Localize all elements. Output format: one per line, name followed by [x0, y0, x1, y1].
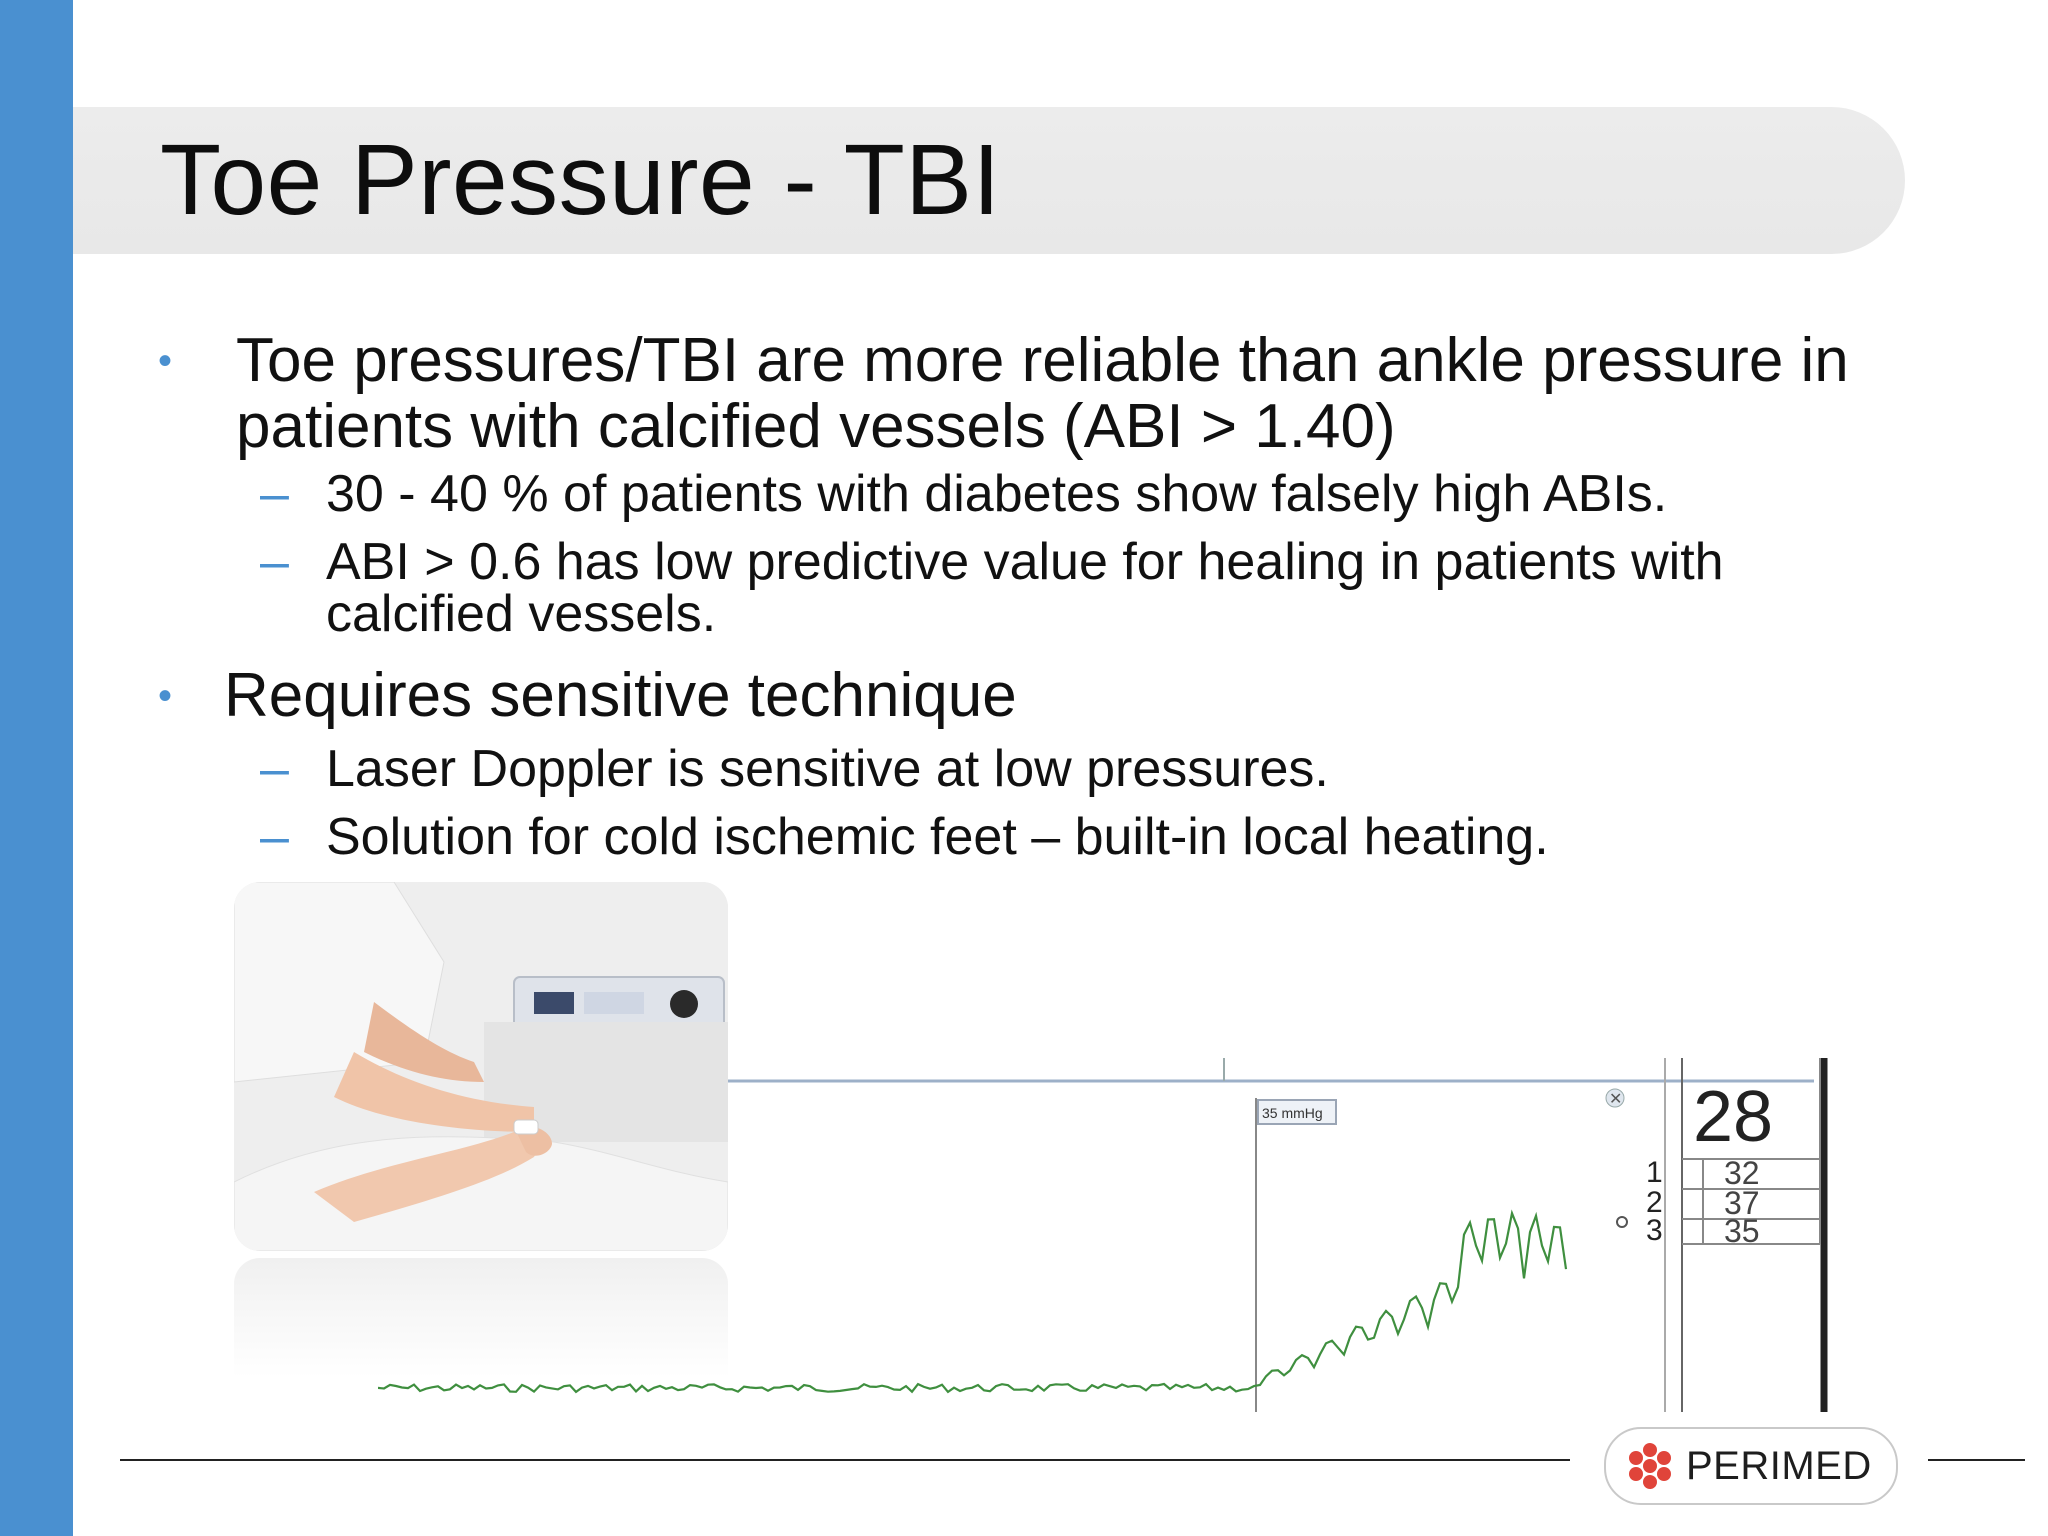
- sub-bullet-2-2-marker: –: [260, 808, 289, 866]
- reading-2-value: 37: [1724, 1185, 1760, 1221]
- bullet-2-marker: •: [158, 674, 173, 718]
- logo-text: PERIMED: [1686, 1444, 1872, 1488]
- svg-text:✕: ✕: [1609, 1091, 1622, 1108]
- footer-rule-left: [120, 1459, 1570, 1461]
- main-pressure-value: 28: [1693, 1077, 1774, 1157]
- bullet-1-marker: •: [158, 339, 173, 383]
- sub-bullet-1-1-text: 30 - 40 % of patients with diabetes show…: [326, 465, 1668, 523]
- bullet-1-text: Toe pressures/TBI are more reliable than…: [236, 326, 1849, 461]
- sub-bullet-1-1-marker: –: [260, 465, 289, 523]
- sub-bullet-2-1-text: Laser Doppler is sensitive at low pressu…: [326, 740, 1329, 798]
- sub-bullet-1-2-marker: –: [260, 533, 289, 591]
- photo-illustration: [234, 882, 728, 1251]
- pressure-trace-graphic: 35 mmHg ✕: [377, 1058, 1828, 1412]
- reading-2-index: 2: [1646, 1186, 1663, 1219]
- reading-3-value: 35: [1724, 1213, 1760, 1249]
- reading-3-index: 3: [1646, 1214, 1663, 1247]
- close-icon: ✕: [1605, 1088, 1625, 1108]
- left-accent-bar: [0, 0, 73, 1536]
- photo-reflection: [234, 1258, 728, 1378]
- marker-label-box: [1257, 1099, 1337, 1125]
- title-band: [73, 107, 1905, 254]
- sub-bullet-2-1-marker: –: [260, 740, 289, 798]
- perimed-logo: PERIMED: [1604, 1427, 1898, 1505]
- reading-1-value: 32: [1724, 1155, 1760, 1191]
- cursor-dot: [1616, 1216, 1628, 1228]
- sub-bullet-1-2-text: ABI > 0.6 has low predictive value for h…: [326, 533, 1724, 643]
- footer-rule-right: [1928, 1459, 2025, 1461]
- clinician-measuring-toe-pressure-photo: [234, 882, 728, 1251]
- bullet-2-text: Requires sensitive technique: [224, 661, 1017, 730]
- slide-title: Toe Pressure - TBI: [160, 124, 1001, 236]
- reading-1-index: 1: [1646, 1156, 1663, 1189]
- marker-label: 35 mmHg: [1262, 1105, 1323, 1121]
- sub-bullet-2-2-text: Solution for cold ischemic feet – built-…: [326, 808, 1549, 866]
- perimed-flower-logo-icon: [1629, 1443, 1671, 1489]
- pressure-trace-line: [377, 1209, 1568, 1394]
